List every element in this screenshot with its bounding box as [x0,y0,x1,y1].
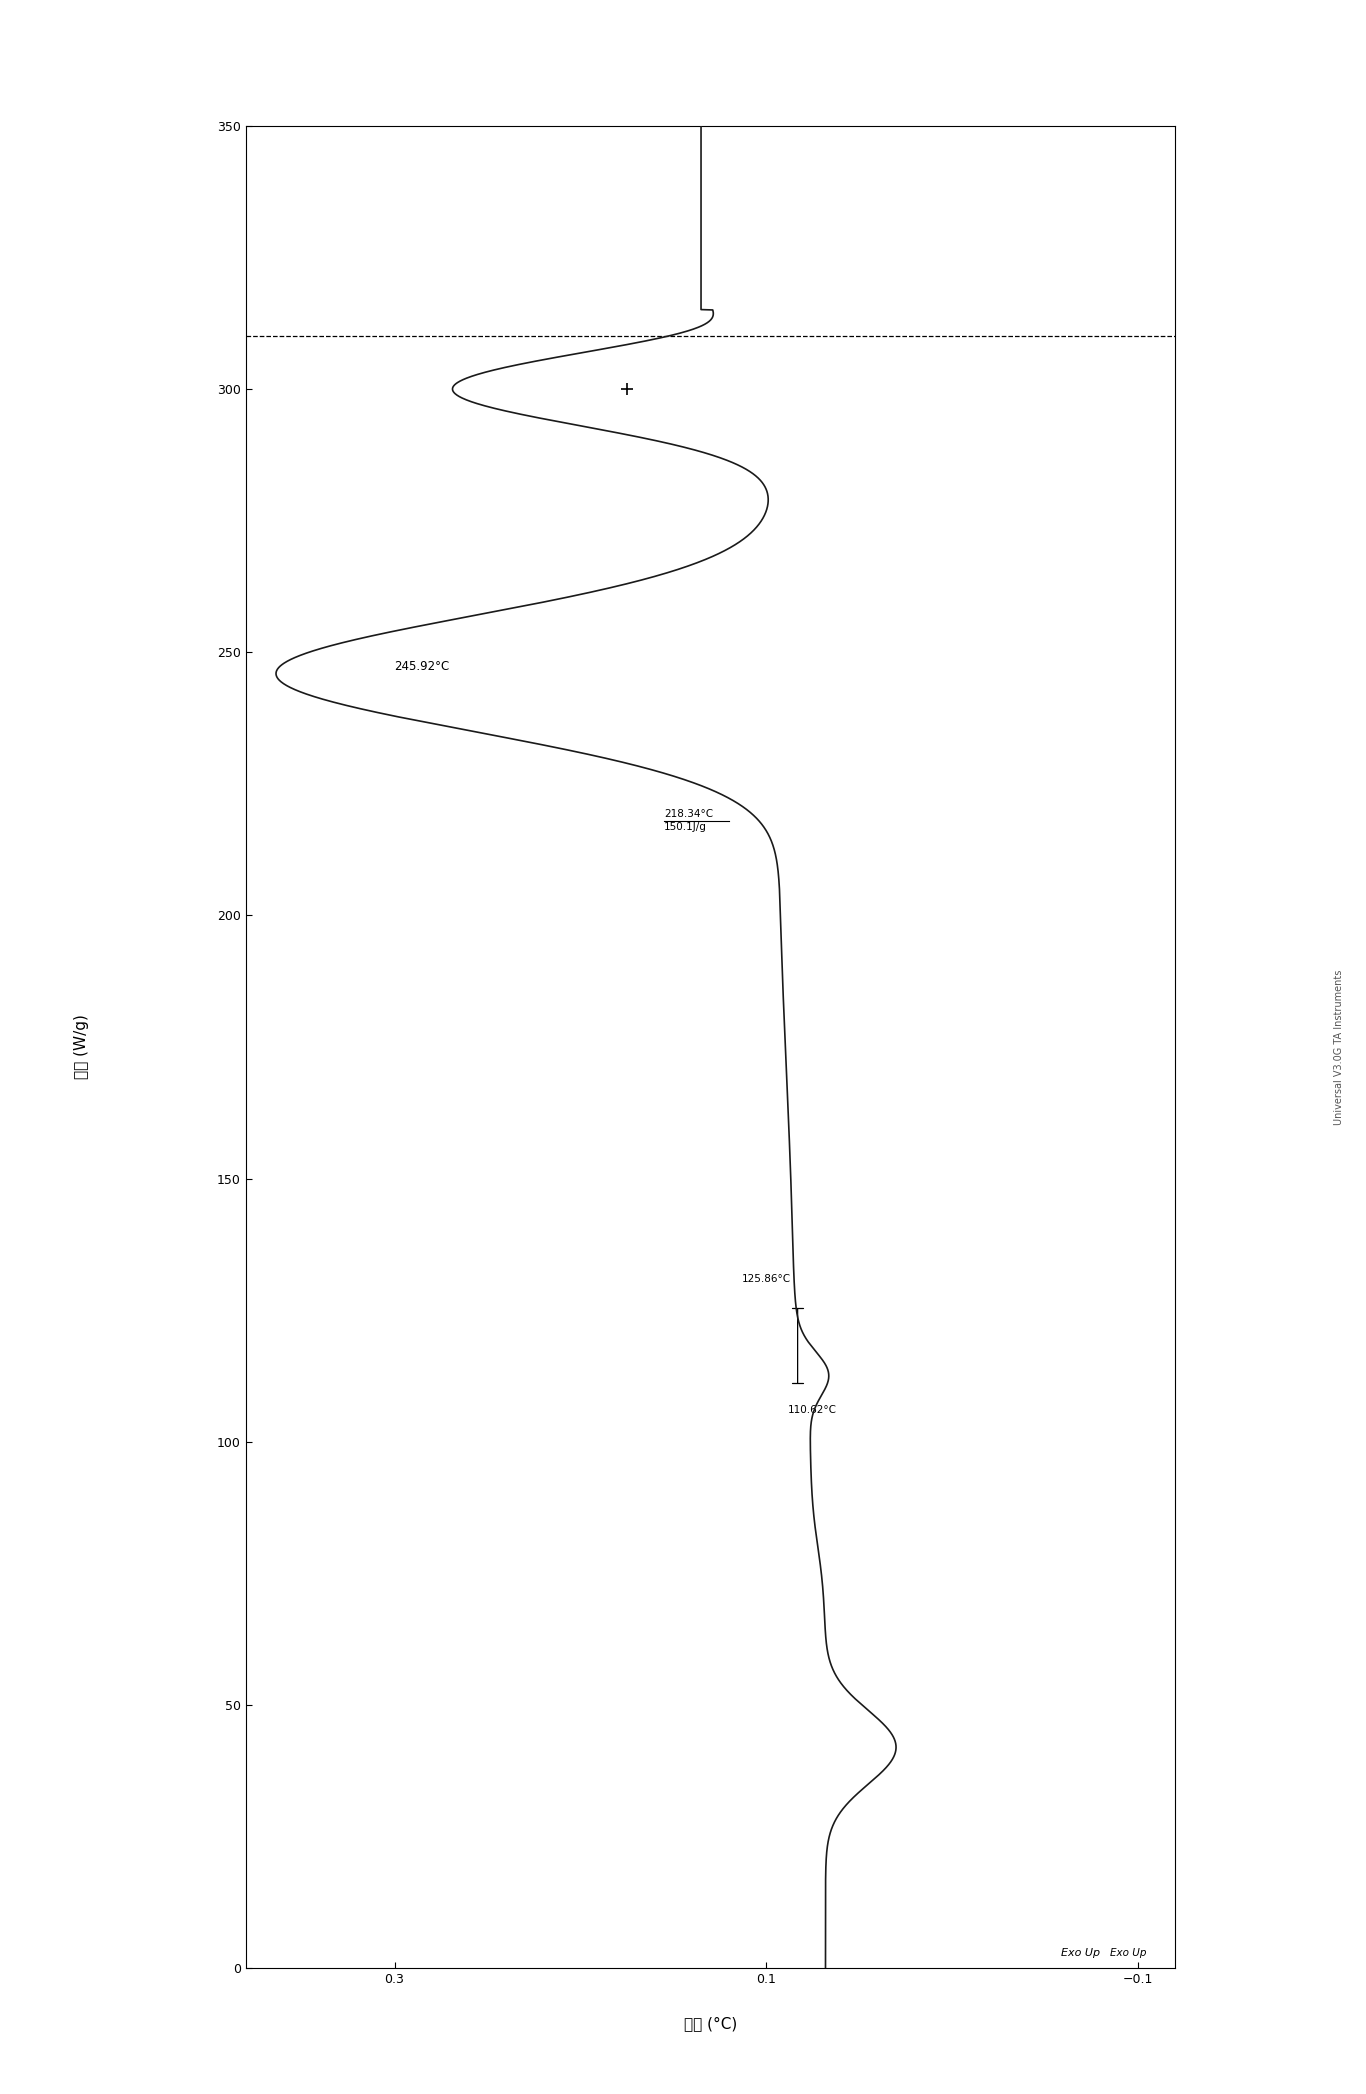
Text: Exo Up: Exo Up [1061,1947,1101,1958]
Text: 热流 (W/g): 热流 (W/g) [75,1016,89,1078]
Text: 245.92°C: 245.92°C [395,660,449,672]
Text: Universal V3.0G TA Instruments: Universal V3.0G TA Instruments [1333,970,1344,1124]
Text: 温度 (°C): 温度 (°C) [684,2017,736,2031]
Text: Exo Up: Exo Up [1111,1947,1147,1958]
Text: 125.86°C: 125.86°C [742,1273,791,1284]
Text: 110.62°C: 110.62°C [788,1405,837,1416]
Text: 218.34°C
150.1J/g: 218.34°C 150.1J/g [664,810,713,831]
